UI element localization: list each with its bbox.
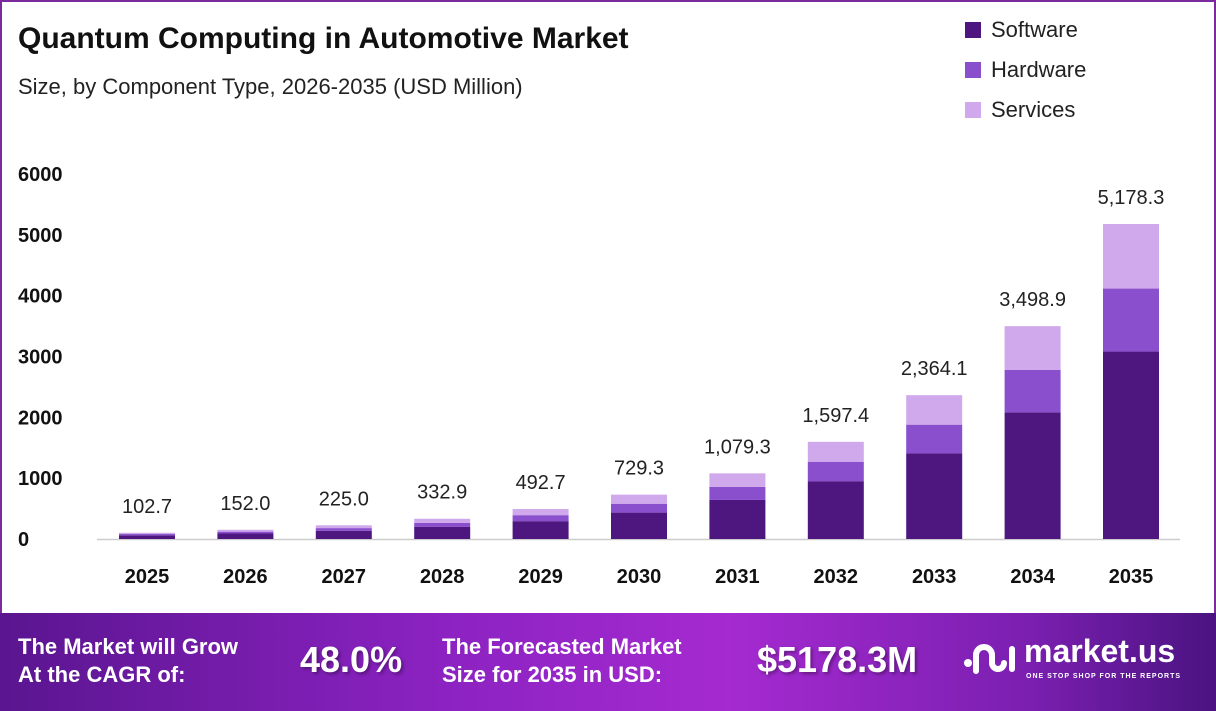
cagr-label: The Market will Grow At the CAGR of:	[18, 633, 238, 689]
bar-segment-software	[315, 530, 372, 539]
bar-segment-hardware	[315, 528, 372, 531]
chart-title: Quantum Computing in Automotive Market	[18, 22, 629, 55]
bar-segment-software	[1004, 412, 1061, 539]
data-label: 152.0	[220, 493, 270, 515]
y-tick-label: 0	[18, 529, 29, 551]
data-label: 492.7	[516, 472, 566, 494]
x-tick-label: 2028	[420, 566, 465, 588]
forecast-label: The Forecasted Market Size for 2035 in US…	[442, 633, 682, 689]
brand-tagline: ONE STOP SHOP FOR THE REPORTS	[1026, 673, 1182, 680]
y-tick-label: 2000	[18, 407, 63, 429]
bar-segment-software	[1103, 351, 1159, 539]
summary-banner: The Market will Grow At the CAGR of: 48.0…	[0, 613, 1216, 711]
data-label: 225.0	[319, 488, 369, 510]
legend-item-hardware: Hardware	[965, 50, 1086, 90]
y-tick-label: 5000	[18, 225, 63, 247]
legend-item-software: Software	[965, 10, 1086, 50]
bar-segment-software	[512, 521, 569, 539]
legend-label: Services	[991, 97, 1076, 122]
x-tick-label: 2033	[912, 566, 957, 588]
x-tick-label: 2034	[1010, 566, 1055, 588]
x-tick-label: 2029	[518, 566, 563, 588]
x-tick-label: 2027	[322, 566, 367, 588]
legend-item-services: Services	[965, 90, 1086, 130]
y-tick-label: 4000	[18, 286, 63, 308]
bar-segment-services	[807, 441, 864, 462]
y-tick-label: 1000	[18, 468, 63, 490]
bar-segment-software	[906, 453, 963, 539]
legend-swatch	[965, 22, 981, 38]
x-tick-label: 2026	[223, 566, 268, 588]
market-us-logo-icon	[964, 644, 1015, 674]
data-label: 2,364.1	[901, 358, 968, 380]
bar-segment-services	[315, 525, 372, 529]
bar-chart: 0 1000 2000 3000 4000 5000 6000 102.7 2025 152.0 2…	[18, 164, 1180, 588]
data-label: 3,498.9	[999, 289, 1066, 311]
bar-segment-software	[807, 481, 864, 539]
bar-segment-services	[611, 494, 667, 504]
y-tick-label: 6000	[18, 164, 63, 186]
bar-segment-services	[1103, 223, 1159, 289]
forecast-value: $5178.3M	[757, 639, 918, 680]
legend-label: Software	[991, 17, 1078, 42]
bar-segment-hardware	[709, 486, 766, 500]
bar-segment-software	[414, 526, 471, 539]
data-label: 102.7	[122, 496, 172, 518]
bar-segment-hardware	[807, 461, 864, 482]
x-tick-label: 2031	[715, 566, 760, 588]
y-tick-label: 3000	[18, 347, 63, 369]
data-label: 1,597.4	[802, 405, 869, 427]
bar-segment-hardware	[1004, 369, 1061, 413]
data-label: 5,178.3	[1098, 187, 1165, 209]
bar-segment-hardware	[217, 531, 274, 534]
forecast-label-line: Size for 2035 in USD:	[442, 662, 663, 687]
brand-name: market.us	[1024, 633, 1176, 669]
forecast-label-line: The Forecasted Market	[442, 634, 682, 659]
bar-segment-services	[709, 473, 766, 487]
bar-segment-software	[217, 533, 274, 539]
legend-swatch	[965, 102, 981, 118]
bar-segment-hardware	[1103, 288, 1159, 352]
legend-label: Hardware	[991, 57, 1087, 82]
data-label: 729.3	[614, 458, 664, 480]
bar-segment-services	[906, 395, 963, 425]
cagr-label-line: The Market will Grow	[18, 634, 239, 659]
x-tick-label: 2032	[814, 566, 859, 588]
legend: Software Hardware Services	[965, 10, 1086, 130]
bar-segment-hardware	[611, 503, 667, 513]
bar-segment-services	[217, 529, 274, 532]
x-tick-label: 2030	[617, 566, 662, 588]
cagr-label-line: At the CAGR of:	[18, 662, 186, 687]
bar-segment-software	[709, 499, 766, 539]
bar-segment-hardware	[512, 515, 569, 522]
bar-segment-hardware	[906, 424, 963, 454]
data-label: 1,079.3	[704, 436, 771, 458]
bar-segment-hardware	[119, 534, 175, 536]
bar-segment-software	[119, 535, 175, 539]
chart-subtitle: Size, by Component Type, 2026-2035 (USD …	[18, 74, 523, 99]
x-tick-label: 2035	[1109, 566, 1154, 588]
legend-swatch	[965, 62, 981, 78]
cagr-value: 48.0%	[300, 639, 403, 680]
bar-segment-hardware	[414, 522, 471, 527]
bar-segment-services	[1004, 326, 1061, 370]
data-label: 332.9	[417, 482, 467, 504]
bar-segment-services	[414, 518, 471, 523]
bar-segment-software	[611, 512, 667, 539]
bar-segment-services	[119, 532, 175, 535]
x-tick-label: 2025	[125, 566, 170, 588]
bar-segment-services	[512, 509, 569, 516]
